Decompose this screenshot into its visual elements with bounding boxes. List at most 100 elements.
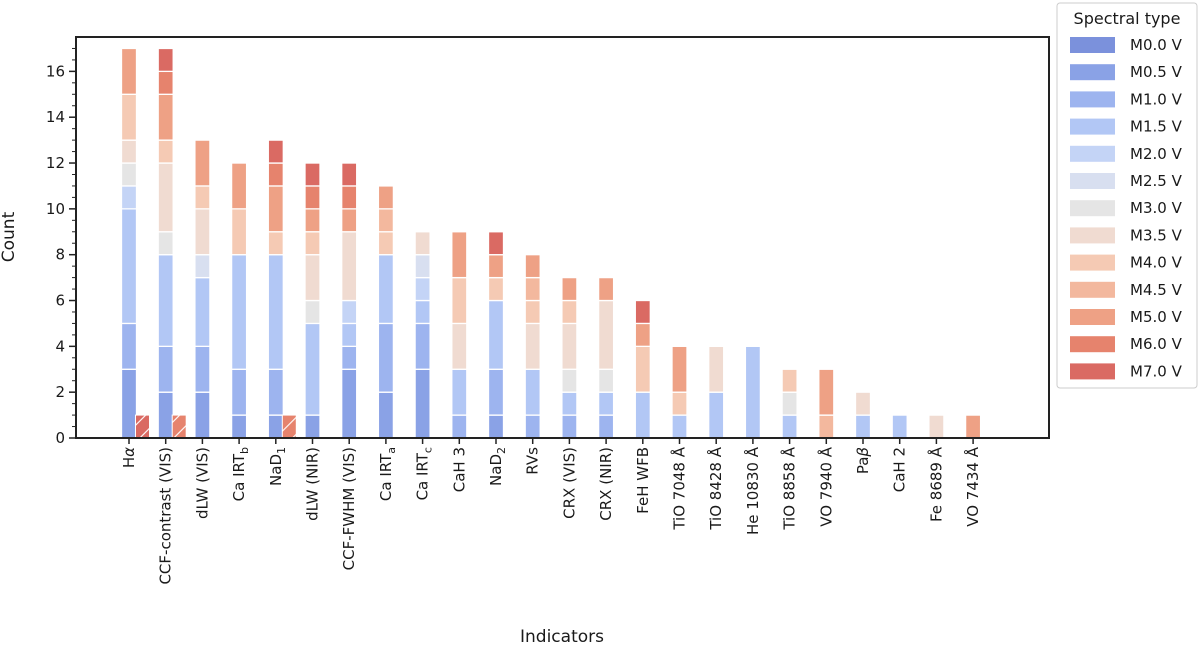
bar-segment-cah-3-m1-5-v [451, 368, 468, 416]
legend-label-m0-0-v: M0.0 V [1130, 36, 1183, 54]
bar-segment-halpha-m3-5-v [120, 139, 138, 164]
bar-segment-crx-nir-m1-0-v [597, 414, 615, 439]
bar-segment-ca-irt-b-m1-5-v [230, 254, 248, 370]
y-tick-label: 2 [55, 383, 65, 401]
bar-segment-rvs-m4-0-v [524, 299, 541, 325]
bar-segment-ca-irt-b-m1-0-v [230, 368, 248, 416]
legend-swatch-m3-0-v [1070, 200, 1115, 217]
hatch-overlay-ccf-contrast-vis [172, 415, 187, 438]
x-tick-label-crx-nir: CRX (NIR) [597, 447, 615, 521]
legend-label-m1-5-v: M1.5 V [1130, 118, 1183, 136]
bar-segment-halpha-m4-0-v [120, 93, 138, 141]
bar-segment-ca-irt-a-m4-5-v [377, 208, 395, 233]
bar-segment-ccf-fwhm-vis-m2-0-v [341, 299, 358, 325]
legend-swatch-m2-5-v [1070, 173, 1115, 189]
x-tick-label-ccf-fwhm-vis: CCF-FWHM (VIS) [340, 447, 358, 570]
legend-swatch-m0-0-v [1070, 37, 1115, 53]
x-axis-title: Indicators [520, 627, 604, 647]
x-tick-label-ccf-contrast-vis: CCF-contrast (VIS) [157, 447, 175, 585]
bar-segment-vo-7940-a-m4-5-v [818, 414, 835, 439]
legend-label-m6-0-v: M6.0 V [1130, 335, 1183, 353]
legend-swatch-m5-0-v [1070, 309, 1115, 325]
bar-segment-nad-2-m0-5-v [487, 414, 505, 439]
y-axis: 0 2 4 6 8 10 12 14 16 [46, 47, 76, 447]
y-tick-label: 4 [55, 337, 65, 355]
bar-segment-nad-1-m7-0-v [267, 139, 284, 164]
bar-segment-feh-wfb-m4-0-v [634, 345, 651, 393]
bar-segment-ccf-contrast-vis-m3-0-v [157, 231, 174, 256]
bar-segment-ccf-fwhm-vis-m1-5-v [341, 322, 358, 347]
bar-segment-dlw-vis-m3-5-v [194, 208, 211, 256]
y-tick-label: 16 [46, 62, 65, 80]
x-tick-label-fe-8689-a: Fe 8689 Å [926, 446, 945, 522]
bar-segment-ca-irt-b-m5-0-v [230, 162, 248, 210]
bar-segment-ca-irt-c-m2-0-v [414, 276, 431, 302]
bar-segment-ca-irt-a-m1-5-v [377, 254, 395, 325]
bar-segment-tio-8428-a-m3-5-v [708, 345, 725, 393]
bar-segment-nad-2-m5-0-v [487, 254, 505, 279]
bar-segment-ccf-contrast-vis-m3-5-v [157, 162, 174, 233]
y-tick-label: 8 [55, 246, 65, 264]
bar-segment-he-10830-a-m1-5-v [744, 345, 762, 439]
hatch-overlay-nad-1 [282, 415, 297, 438]
legend-swatch-m4-0-v [1070, 254, 1115, 271]
bar-segment-dlw-vis-m1-0-v [194, 345, 211, 393]
bar-segment-tio-8858-a-m1-5-v [781, 414, 798, 439]
x-tick-label-tio-7048-a: TiO 7048 Å [670, 446, 689, 530]
bar-segment-dlw-vis-m4-0-v [194, 185, 211, 210]
bar-segment-nad-2-m1-5-v [487, 299, 505, 370]
bar-segment-ca-irt-c-m1-0-v [414, 322, 431, 370]
legend-label-m3-5-v: M3.5 V [1130, 226, 1183, 244]
legend-label-m2-5-v: M2.5 V [1130, 172, 1183, 190]
bar-segment-ca-irt-a-m4-0-v [377, 231, 395, 256]
bar-segment-dlw-nir-m1-5-v [304, 322, 321, 416]
bar-segment-crx-vis-m3-5-v [561, 322, 578, 370]
x-tick-label-cah-2: CaH 2 [891, 447, 909, 492]
bar-segment-nad-1-m6-0-v [267, 162, 284, 187]
legend-swatch-m7-0-v [1070, 363, 1115, 380]
y-axis-title: Count [0, 211, 19, 262]
legend-swatch-m2-0-v [1070, 145, 1115, 162]
bar-segment-dlw-vis-m0-5-v [194, 391, 211, 439]
bar-segment-dlw-vis-m5-0-v [194, 139, 211, 187]
bar-segment-tio-8428-a-m1-5-v [708, 391, 725, 439]
legend-title: Spectral type [1074, 9, 1181, 28]
x-tick-label-tio-8858-a: TiO 8858 Å [780, 446, 799, 530]
bar-segment-nad-1-m4-0-v [267, 231, 284, 256]
bar-segment-feh-wfb-m7-0-v [634, 299, 651, 325]
x-tick-label-he-10830-a: He 10830 Å [743, 446, 762, 535]
legend-label-m4-0-v: M4.0 V [1130, 254, 1183, 272]
y-tick-label: 12 [46, 154, 65, 172]
bar-segment-nad-2-m7-0-v [487, 231, 505, 256]
legend-label-m3-0-v: M3.0 V [1130, 199, 1183, 217]
bar-segment-vo-7434-a-m5-0-v [964, 414, 982, 439]
x-tick-label-nad-1: NaD1 [267, 447, 288, 486]
legend-label-m1-0-v: M1.0 V [1130, 90, 1183, 108]
bar-segment-ccf-fwhm-vis-m6-0-v [341, 185, 358, 210]
legend-swatch-m4-5-v [1070, 281, 1115, 298]
bar-segment-tio-7048-a-m4-0-v [671, 391, 688, 416]
bar-segment-crx-vis-m1-5-v [561, 391, 578, 416]
hatched-bars-layer [135, 414, 297, 439]
x-tick-label-ca-irt-a: Ca IRTa [377, 447, 398, 501]
bar-segment-halpha-m5-0-v [120, 47, 138, 95]
bar-segment-tio-8858-a-m4-0-v [781, 368, 798, 393]
bar-segment-rvs-m5-0-v [524, 254, 541, 279]
legend: Spectral type M0.0 V M0.5 V M1.0 V M1.5 V M2… [1056, 2, 1198, 389]
bar-segment-cah-3-m4-0-v [451, 276, 468, 325]
x-tick-label-tio-8428-a: TiO 8428 Å [706, 446, 725, 530]
x-tick-label-dlw-vis: dLW (VIS) [193, 447, 211, 519]
bar-segment-ccf-fwhm-vis-m0-5-v [341, 368, 358, 439]
y-tick-label: 0 [55, 429, 65, 447]
bar-segment-ca-irt-c-m2-5-v [414, 254, 431, 279]
legend-label-m0-5-v: M0.5 V [1130, 63, 1183, 81]
bar-segment-tio-7048-a-m5-0-v [671, 345, 688, 393]
x-tick-label-pabeta: Paβ [854, 447, 872, 475]
x-tick-label-cah-3: CaH 3 [450, 447, 468, 492]
bar-segment-nad-2-m4-0-v [487, 276, 505, 302]
legend-swatch-m0-5-v [1070, 64, 1115, 81]
bar-segment-ccf-contrast-vis-m1-0-v [157, 345, 174, 393]
bar-segment-crx-vis-m4-0-v [561, 299, 578, 325]
bar-segment-dlw-nir-m5-0-v [304, 208, 321, 233]
bar-segment-ccf-contrast-vis-m7-0-v [157, 47, 174, 73]
